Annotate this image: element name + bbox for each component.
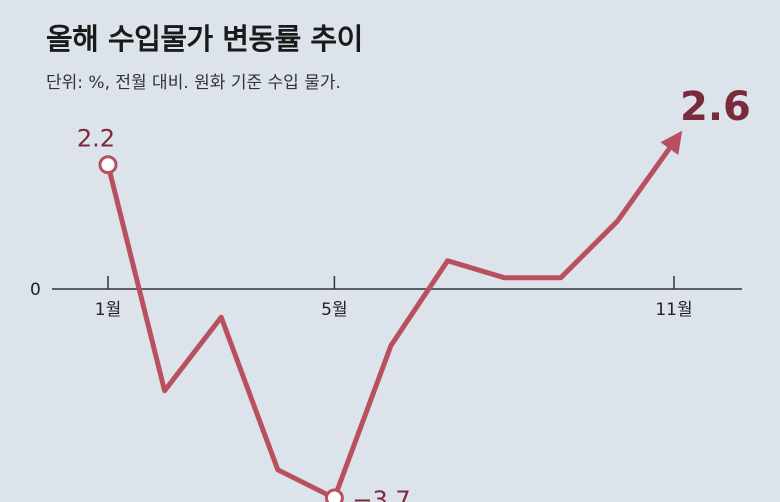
- series-line: [105, 146, 672, 501]
- chart-title: 올해 수입물가 변동률 추이: [46, 22, 363, 56]
- x-tick-label: 1월: [95, 300, 121, 320]
- y-tick-label: 0: [30, 280, 41, 300]
- x-tick-label: 5월: [321, 300, 347, 320]
- chart-subtitle: 단위: %, 전월 대비. 원화 기준 수입 물가.: [46, 73, 341, 93]
- data-label: 2.2: [77, 125, 115, 153]
- data-point-marker: [98, 155, 118, 175]
- data-label: −3.7: [352, 486, 410, 502]
- data-point-marker: [324, 488, 344, 502]
- series-arrowhead: [660, 130, 683, 156]
- data-label: 2.6: [680, 84, 751, 130]
- x-tick-label: 11월: [655, 300, 692, 320]
